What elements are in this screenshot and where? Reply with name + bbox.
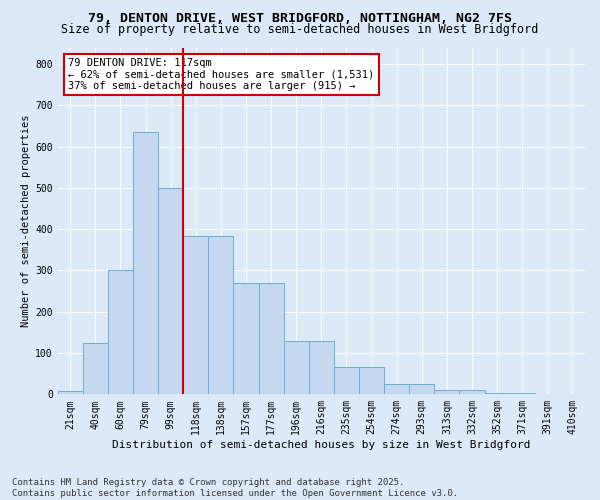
Bar xyxy=(284,340,309,394)
Bar xyxy=(334,368,359,394)
Bar xyxy=(158,188,183,394)
Text: Size of property relative to semi-detached houses in West Bridgford: Size of property relative to semi-detach… xyxy=(61,22,539,36)
Bar xyxy=(233,283,259,395)
Bar xyxy=(83,342,108,394)
Bar xyxy=(133,132,158,394)
Bar xyxy=(58,391,83,394)
Bar xyxy=(509,393,535,394)
Bar xyxy=(434,390,460,394)
Bar xyxy=(309,340,334,394)
Bar xyxy=(384,384,409,394)
Bar xyxy=(108,270,133,394)
Y-axis label: Number of semi-detached properties: Number of semi-detached properties xyxy=(21,114,31,327)
Bar xyxy=(485,393,509,394)
Bar xyxy=(208,236,233,394)
Text: Contains HM Land Registry data © Crown copyright and database right 2025.
Contai: Contains HM Land Registry data © Crown c… xyxy=(12,478,458,498)
Bar xyxy=(460,390,485,394)
Bar xyxy=(183,236,208,394)
X-axis label: Distribution of semi-detached houses by size in West Bridgford: Distribution of semi-detached houses by … xyxy=(112,440,530,450)
Bar xyxy=(259,283,284,395)
Bar xyxy=(359,368,384,394)
Bar xyxy=(409,384,434,394)
Text: 79 DENTON DRIVE: 117sqm
← 62% of semi-detached houses are smaller (1,531)
37% of: 79 DENTON DRIVE: 117sqm ← 62% of semi-de… xyxy=(68,58,374,91)
Text: 79, DENTON DRIVE, WEST BRIDGFORD, NOTTINGHAM, NG2 7FS: 79, DENTON DRIVE, WEST BRIDGFORD, NOTTIN… xyxy=(88,12,512,26)
